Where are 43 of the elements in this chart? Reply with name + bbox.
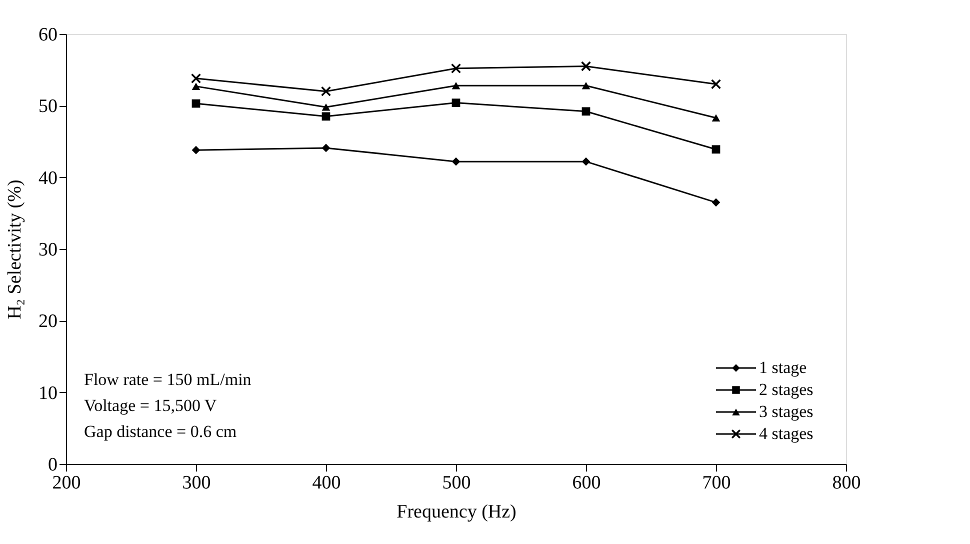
y-tick-label: 30 [38, 240, 58, 260]
point [322, 144, 330, 152]
point [452, 82, 460, 90]
x-tick-label: 500 [442, 472, 471, 494]
point [452, 98, 460, 107]
point [192, 146, 200, 154]
point [582, 82, 590, 90]
point [192, 82, 200, 90]
point [582, 157, 590, 166]
point [192, 99, 200, 108]
x-axis-title: Frequency (Hz) [396, 502, 516, 522]
y-tick-label: 0 [48, 454, 58, 476]
x-tick-label: 600 [572, 472, 601, 494]
y-tick-label: 60 [38, 24, 58, 46]
x-tick-label: 400 [312, 472, 341, 494]
x-tick-label: 200 [52, 472, 81, 494]
point [712, 198, 720, 207]
y-axis-title: H₂ Selectivity (%) [4, 180, 26, 320]
legend-label: 4 stages [759, 424, 814, 443]
point [582, 107, 590, 116]
annotation: Gap distance = 0.6 cm [84, 422, 237, 441]
annotation: Voltage = 15,500 V [84, 396, 218, 415]
legend-label: 2 stages [759, 380, 814, 399]
point [580, 61, 592, 72]
point [710, 79, 722, 90]
legend-label: 1 stage [759, 358, 807, 377]
point [712, 114, 720, 122]
point [320, 86, 332, 96]
point [712, 145, 720, 154]
legend-label: 3 stages [759, 402, 814, 421]
x-tick-label: 700 [702, 472, 731, 494]
point [450, 63, 462, 74]
y-tick-label: 50 [38, 96, 58, 118]
x-tick-label: 800 [832, 472, 861, 494]
x-tick-label: 300 [182, 472, 211, 494]
y-tick-label: 40 [38, 168, 58, 189]
point [322, 103, 330, 111]
y-tick-label: 10 [38, 382, 58, 404]
y-tick-label: 20 [38, 311, 58, 332]
point [452, 157, 460, 166]
annotation: Flow rate = 150 mL/min [84, 370, 252, 389]
point [322, 112, 330, 121]
point [190, 73, 202, 84]
